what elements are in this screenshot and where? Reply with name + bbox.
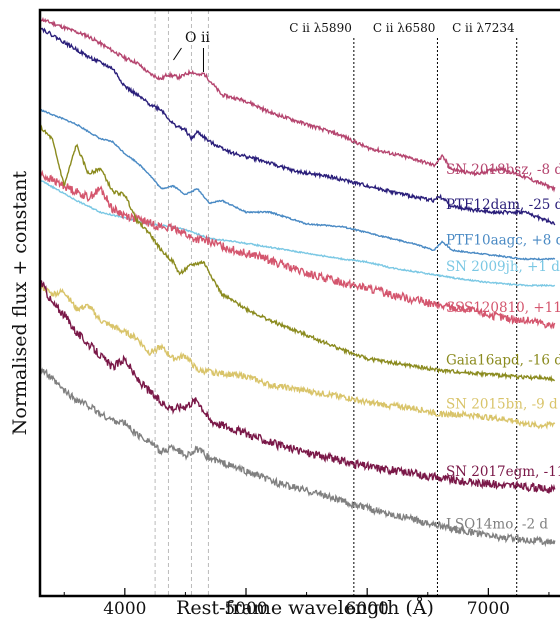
series-lines xyxy=(40,16,556,548)
series-line xyxy=(40,283,556,430)
series-label: SN 2018bsz, -8 d xyxy=(446,162,560,178)
y-axis-title: Normalised flux + constant xyxy=(9,170,31,435)
cii-label: C ii λ6580 xyxy=(373,21,436,35)
x-axis: 4000 5000 6000 7000 xyxy=(63,588,550,619)
series-line xyxy=(40,169,556,330)
series-labels: SN 2018bsz, -8 d PTF12dam, -25 d PTF10aagc… xyxy=(446,162,560,533)
oii-label: O ii xyxy=(185,30,210,46)
cii-label: C ii λ7234 xyxy=(452,21,515,35)
x-axis-title: Rest-frame wavelength (Å) xyxy=(176,597,434,619)
series-line xyxy=(40,27,556,226)
x-tick-label: 7000 xyxy=(467,599,510,619)
series-line xyxy=(40,367,556,548)
series-label: PTF12dam, -25 d xyxy=(446,197,560,213)
series-label: SN 2017egm, -11 d xyxy=(446,464,560,480)
series-label: Gaia16apd, -16 d xyxy=(446,353,560,369)
series-label: SN 2015bn, -9 d xyxy=(446,396,558,412)
reference-lines xyxy=(154,10,518,596)
cii-label: C ii λ5890 xyxy=(289,21,352,35)
series-line xyxy=(40,279,556,494)
series-line xyxy=(40,16,556,193)
oii-pointer xyxy=(173,47,182,61)
x-tick-label: 5000 xyxy=(224,599,267,619)
x-tick-label: 4000 xyxy=(103,599,146,619)
series-label: PTF10aagc, +8 d xyxy=(446,232,560,248)
series-label: SN 2009jh, +1 d xyxy=(446,259,560,275)
series-line xyxy=(40,179,556,288)
line-annotations: C ii λ5890 C ii λ6580 C ii λ7234 O ii xyxy=(173,21,515,72)
series-line xyxy=(40,124,555,383)
x-tick-label: 6000 xyxy=(346,599,389,619)
series-line xyxy=(40,108,556,261)
series-label: SSS120810, +11 d xyxy=(446,300,560,316)
plot-frame xyxy=(38,8,560,598)
series-label: LSQ14mo, -2 d xyxy=(446,517,548,533)
